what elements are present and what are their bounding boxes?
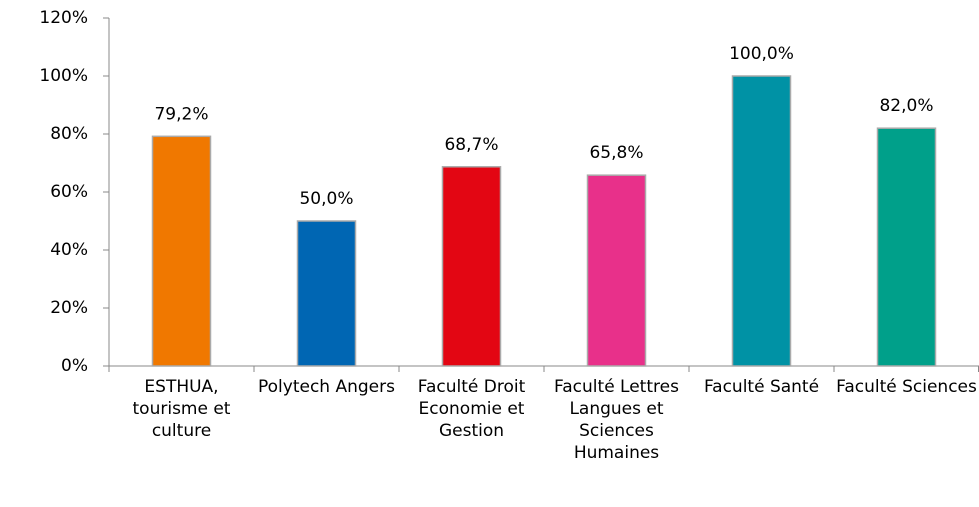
y-tick-label: 80% [50, 124, 88, 144]
y-tick-label: 100% [39, 66, 88, 86]
bar [151, 135, 212, 367]
x-tick-label: Faculté Lettres Langues et Sciences Huma… [554, 377, 679, 463]
bar [296, 220, 357, 367]
y-tick-label: 60% [50, 182, 88, 202]
y-tick-label: 20% [50, 298, 88, 318]
y-tick-label: 120% [39, 8, 88, 28]
bar [441, 166, 502, 367]
bar [731, 75, 792, 367]
x-tick-label: Faculté Droit Economie et Gestion [417, 377, 526, 441]
data-label: 79,2% [154, 104, 208, 124]
bar [876, 127, 937, 367]
y-tick-label: 40% [50, 240, 88, 260]
x-tick-label: ESTHUA, tourisme et culture [132, 377, 231, 441]
data-label: 50,0% [299, 189, 353, 209]
x-tick-label: Polytech Angers [258, 377, 395, 397]
x-tick-label: Faculté Santé [703, 377, 820, 397]
data-label: 100,0% [729, 44, 794, 64]
data-label: 65,8% [589, 143, 643, 163]
x-tick-label: Faculté Sciences [836, 377, 977, 397]
bar [586, 174, 647, 367]
data-label: 82,0% [879, 96, 933, 116]
y-tick-label: 0% [61, 356, 88, 376]
data-label: 68,7% [444, 135, 498, 155]
